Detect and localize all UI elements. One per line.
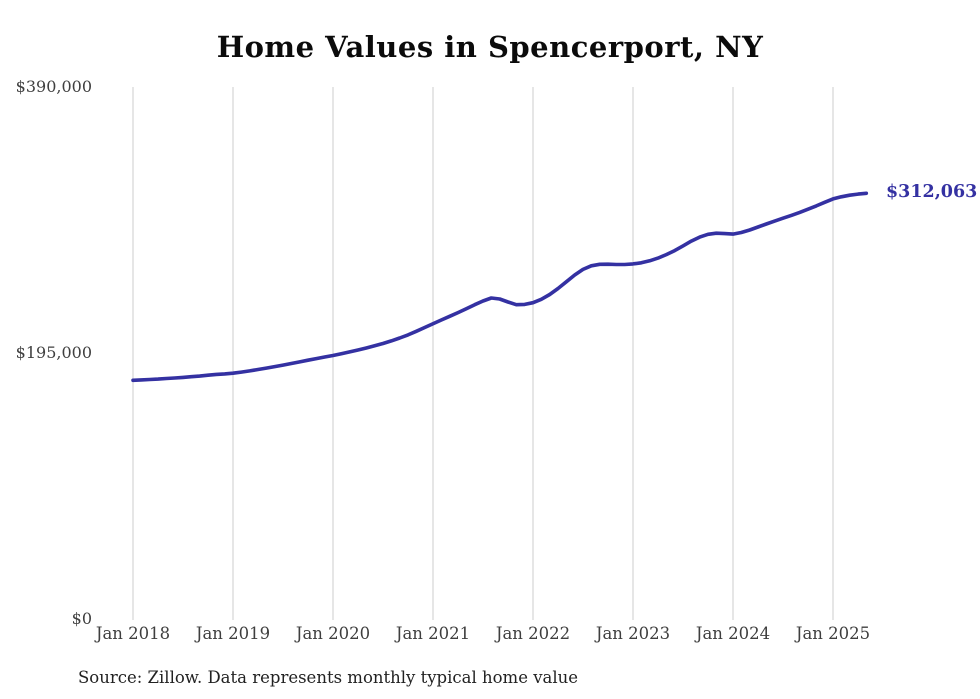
y-axis-tick-label: $0	[71, 609, 92, 628]
y-axis-tick-label: $195,000	[15, 343, 92, 362]
value-line	[131, 191, 869, 383]
final-value-label: $312,063	[886, 182, 978, 203]
x-axis-tick-label: Jan 2025	[795, 624, 871, 643]
x-axis-tick-label: Jan 2023	[595, 624, 671, 643]
x-axis-tick-label: Jan 2020	[295, 624, 371, 643]
chart-title: Home Values in Spencerport, NY	[216, 30, 764, 64]
x-axis-tick-label: Jan 2019	[195, 624, 271, 643]
source-note: Source: Zillow. Data represents monthly …	[78, 668, 579, 687]
x-axis-tick-label: Jan 2024	[695, 624, 771, 643]
x-axis-tick-label: Jan 2021	[395, 624, 471, 643]
x-axis-tick-label: Jan 2018	[95, 624, 171, 643]
x-axis-tick-label: Jan 2022	[495, 624, 571, 643]
y-axis-tick-label: $390,000	[15, 77, 92, 96]
